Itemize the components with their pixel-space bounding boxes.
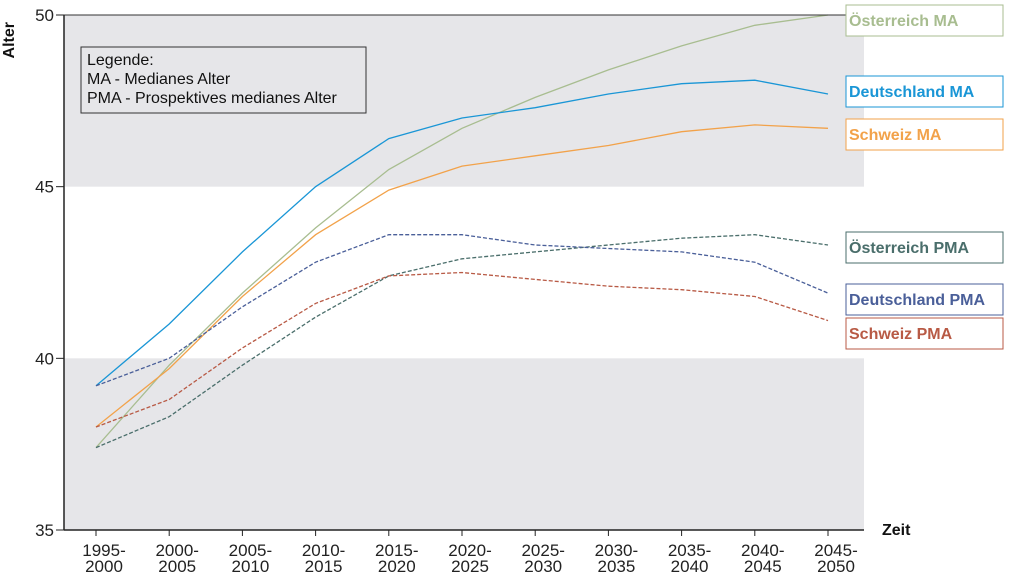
x-tick-label: 2040 xyxy=(671,557,709,574)
series-label-0: Österreich MA xyxy=(845,4,1004,37)
series-labels: Österreich MA Deutschland MA Schweiz MA Öst… xyxy=(845,4,1004,350)
y-tick-label: 40 xyxy=(35,349,54,368)
x-tick-label: 2020- xyxy=(448,541,491,560)
x-tick-label: 2035 xyxy=(597,557,635,574)
series-line-3 xyxy=(95,234,829,449)
y-axis-title: Alter xyxy=(1,22,18,58)
x-tick-label: 2040- xyxy=(741,541,784,560)
series-label-4: Deutschland PMA xyxy=(845,283,1004,316)
series-line-4 xyxy=(95,234,829,387)
series-label-text: Deutschland PMA xyxy=(849,292,985,309)
x-tick-label: 2000- xyxy=(155,541,198,560)
series-label-2: Schweiz MA xyxy=(845,118,1004,151)
x-tick-label: 2020 xyxy=(378,557,416,574)
x-tick-label: 2015 xyxy=(305,557,343,574)
y-tick-label: 35 xyxy=(35,521,54,540)
legend-pma: PMA - Prospektives medianes Alter xyxy=(87,90,338,107)
plot-frame xyxy=(63,14,864,531)
series-line-0 xyxy=(95,14,829,449)
series-label-text: Schweiz MA xyxy=(849,127,942,144)
legend-ma: MA - Medianes Alter xyxy=(87,71,231,88)
legend-box: Legende: MA - Medianes Alter PMA - Prosp… xyxy=(80,46,367,114)
band-0 xyxy=(64,358,864,530)
x-tick-label: 2045 xyxy=(744,557,782,574)
x-tick-label: 2005 xyxy=(158,557,196,574)
series-line-2 xyxy=(95,124,829,428)
x-tick-label: 2025 xyxy=(451,557,489,574)
x-tick-label: 2030 xyxy=(524,557,562,574)
series-line-5 xyxy=(95,271,829,428)
y-tick-label: 45 xyxy=(35,178,54,197)
x-tick-label: 2050 xyxy=(817,557,855,574)
x-tick-label: 1995- xyxy=(82,541,125,560)
x-tick-label: 2010- xyxy=(302,541,345,560)
x-tick-label: 2045- xyxy=(814,541,857,560)
x-tick-label: 2005- xyxy=(229,541,272,560)
x-tick-label: 2030- xyxy=(595,541,638,560)
x-tick-label: 2025- xyxy=(521,541,564,560)
x-tick-label: 2010 xyxy=(231,557,269,574)
x-axis-ticks: 1995-2000 2000-2005 2005-2010 2010-2015 2015… xyxy=(82,530,858,574)
series-label-text: Schweiz PMA xyxy=(849,326,953,343)
x-tick-label: 2015- xyxy=(375,541,418,560)
x-axis-title: Zeit xyxy=(882,522,911,539)
series-label-text: Österreich MA xyxy=(849,11,959,30)
series-label-3: Österreich PMA xyxy=(845,231,1004,264)
x-tick-label: 2000 xyxy=(85,557,123,574)
legend-title: Legende: xyxy=(87,52,154,69)
series-line-1 xyxy=(95,79,829,387)
x-tick-label: 2035- xyxy=(668,541,711,560)
y-tick-label: 50 xyxy=(35,6,54,25)
series-lines xyxy=(95,14,829,449)
series-label-text: Österreich PMA xyxy=(849,238,969,257)
series-label-5: Schweiz PMA xyxy=(845,317,1004,350)
background-bands xyxy=(64,15,864,530)
y-axis-ticks: 35 40 45 50 xyxy=(35,6,64,540)
series-label-1: Deutschland MA xyxy=(845,75,1004,108)
series-label-text: Deutschland MA xyxy=(849,84,975,101)
